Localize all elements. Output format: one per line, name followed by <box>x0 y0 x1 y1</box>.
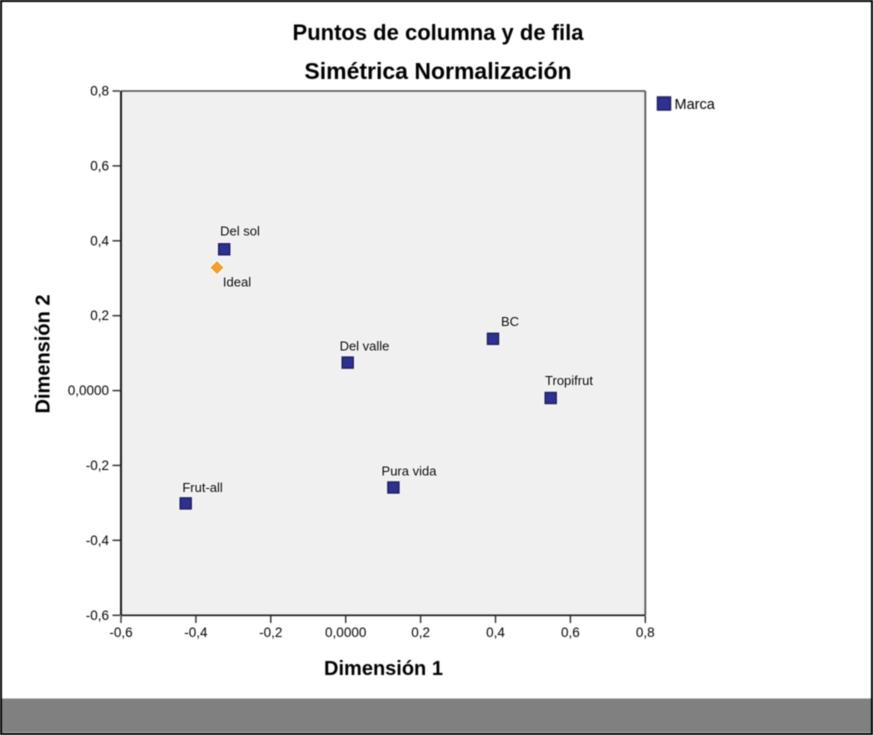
svg-text:Del valle: Del valle <box>340 339 390 354</box>
svg-text:0,0000: 0,0000 <box>68 383 109 398</box>
svg-text:Frut-all: Frut-all <box>182 480 223 495</box>
svg-text:-0,6: -0,6 <box>86 608 109 623</box>
svg-text:0,2: 0,2 <box>90 308 109 323</box>
svg-text:Dimensión 2: Dimensión 2 <box>33 295 55 414</box>
svg-text:0,8: 0,8 <box>90 84 109 99</box>
svg-text:0,6: 0,6 <box>90 158 109 173</box>
svg-text:BC: BC <box>501 314 519 329</box>
svg-text:Tropifrut: Tropifrut <box>545 373 593 388</box>
svg-text:0,2: 0,2 <box>411 625 430 640</box>
svg-text:0,0000: 0,0000 <box>325 625 366 640</box>
svg-text:-0,4: -0,4 <box>184 625 208 640</box>
svg-text:-0,6: -0,6 <box>109 625 132 640</box>
svg-text:0,8: 0,8 <box>636 625 655 640</box>
svg-text:-0,2: -0,2 <box>259 625 282 640</box>
svg-text:-0,2: -0,2 <box>86 458 109 473</box>
svg-text:0,6: 0,6 <box>561 625 580 640</box>
svg-text:0,4: 0,4 <box>486 625 505 640</box>
svg-text:Pura vida: Pura vida <box>382 464 438 479</box>
svg-text:Del sol: Del sol <box>220 224 260 239</box>
svg-text:Puntos de columna y de fila: Puntos de columna y de fila <box>293 20 585 45</box>
svg-text:Dimensión 1: Dimensión 1 <box>324 658 443 680</box>
svg-text:Simétrica Normalización: Simétrica Normalización <box>304 58 571 84</box>
svg-text:Marca: Marca <box>675 97 716 113</box>
svg-text:-0,4: -0,4 <box>86 533 110 548</box>
svg-text:0,4: 0,4 <box>90 233 109 248</box>
svg-text:Ideal: Ideal <box>223 275 251 290</box>
